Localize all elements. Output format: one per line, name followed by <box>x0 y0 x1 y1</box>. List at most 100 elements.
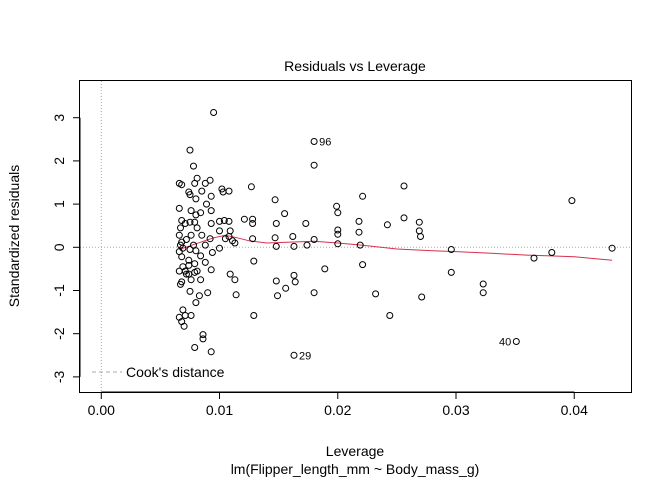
data-point <box>175 204 183 212</box>
data-point <box>193 174 201 182</box>
data-point <box>249 215 257 223</box>
data-point <box>568 197 576 205</box>
data-point <box>232 291 240 299</box>
data-point <box>225 187 233 195</box>
data-point <box>216 227 223 235</box>
data-point <box>249 220 257 227</box>
y-tick-label: 1 <box>51 200 67 208</box>
data-point <box>290 271 298 279</box>
data-point <box>386 312 394 319</box>
points-layer <box>175 109 616 359</box>
data-point <box>178 181 186 189</box>
data-point <box>282 284 290 292</box>
data-point <box>310 289 318 297</box>
data-point <box>191 260 199 268</box>
data-point <box>216 217 223 225</box>
y-axis: -3 -2 -1 0 1 2 3 <box>51 114 81 383</box>
data-point <box>240 215 248 223</box>
data-point <box>372 290 380 298</box>
data-point <box>186 218 194 226</box>
data-point <box>272 220 280 227</box>
data-point <box>190 162 197 170</box>
y-tick-label: 2 <box>51 157 67 165</box>
data-point <box>289 233 297 240</box>
data-point <box>231 276 239 284</box>
data-point <box>175 231 183 239</box>
data-point <box>191 268 199 276</box>
data-point <box>281 210 289 218</box>
data-point <box>310 236 318 243</box>
data-point <box>271 196 279 204</box>
data-point <box>191 218 199 226</box>
data-point <box>220 217 228 224</box>
data-point <box>207 192 215 200</box>
data-point <box>201 179 209 187</box>
data-point <box>272 242 280 250</box>
data-point <box>225 233 233 240</box>
data-point <box>310 138 318 145</box>
data-point <box>250 257 258 265</box>
data-point <box>207 348 215 356</box>
data-point <box>206 176 214 184</box>
data-point <box>182 236 190 243</box>
data-point <box>231 239 239 247</box>
point-labels-layer: 96 29 40 <box>299 136 511 362</box>
data-point <box>334 230 342 238</box>
chart-subtitle: lm(Flipper_length_mm ~ Body_mass_g) <box>231 461 480 477</box>
data-point <box>192 195 200 203</box>
data-point <box>310 161 318 169</box>
data-point <box>479 289 487 297</box>
data-point <box>447 246 455 253</box>
data-point <box>271 234 279 242</box>
data-point <box>249 235 257 243</box>
data-point <box>199 331 207 339</box>
data-point <box>187 231 195 239</box>
x-axis: 0.00 0.01 0.02 0.03 0.04 <box>88 391 588 418</box>
data-point <box>274 292 281 300</box>
data-point <box>208 249 216 256</box>
data-point <box>177 224 184 232</box>
data-point <box>191 344 199 351</box>
data-point <box>302 220 310 227</box>
legend: Cook's distance <box>92 364 225 380</box>
y-tick-label: -3 <box>51 370 67 383</box>
data-point <box>216 244 223 252</box>
data-point <box>206 235 214 243</box>
data-point <box>210 109 218 116</box>
data-point <box>197 252 205 260</box>
data-point <box>272 277 280 285</box>
data-point <box>290 351 298 359</box>
reference-lines <box>80 81 631 392</box>
data-point <box>186 191 194 199</box>
data-point <box>291 278 299 286</box>
chart-title: Residuals vs Leverage <box>284 58 426 74</box>
y-axis-label: Standardized residuals <box>6 165 22 307</box>
data-point <box>198 231 206 239</box>
data-point <box>290 242 298 250</box>
x-axis-label: Leverage <box>326 443 385 459</box>
data-point <box>186 146 194 154</box>
data-point <box>417 233 424 240</box>
data-point <box>356 241 364 249</box>
x-tick-label: 0.04 <box>561 402 588 418</box>
y-tick-label: 3 <box>51 114 67 122</box>
x-tick-label: 0.02 <box>324 402 351 418</box>
data-point <box>186 287 194 295</box>
data-point <box>207 207 215 215</box>
legend-label: Cook's distance <box>126 364 225 380</box>
point-label: 29 <box>299 350 311 362</box>
data-point <box>190 241 197 249</box>
data-point <box>383 221 391 229</box>
data-point <box>178 253 186 261</box>
data-point <box>355 228 363 236</box>
data-point <box>182 270 190 278</box>
data-point <box>548 249 556 256</box>
point-label: 40 <box>499 336 511 348</box>
data-point <box>512 338 520 345</box>
data-point <box>334 240 342 248</box>
data-point <box>195 292 203 300</box>
data-point <box>530 254 538 262</box>
data-point <box>479 280 487 288</box>
data-point <box>225 217 233 225</box>
data-point <box>447 268 455 276</box>
